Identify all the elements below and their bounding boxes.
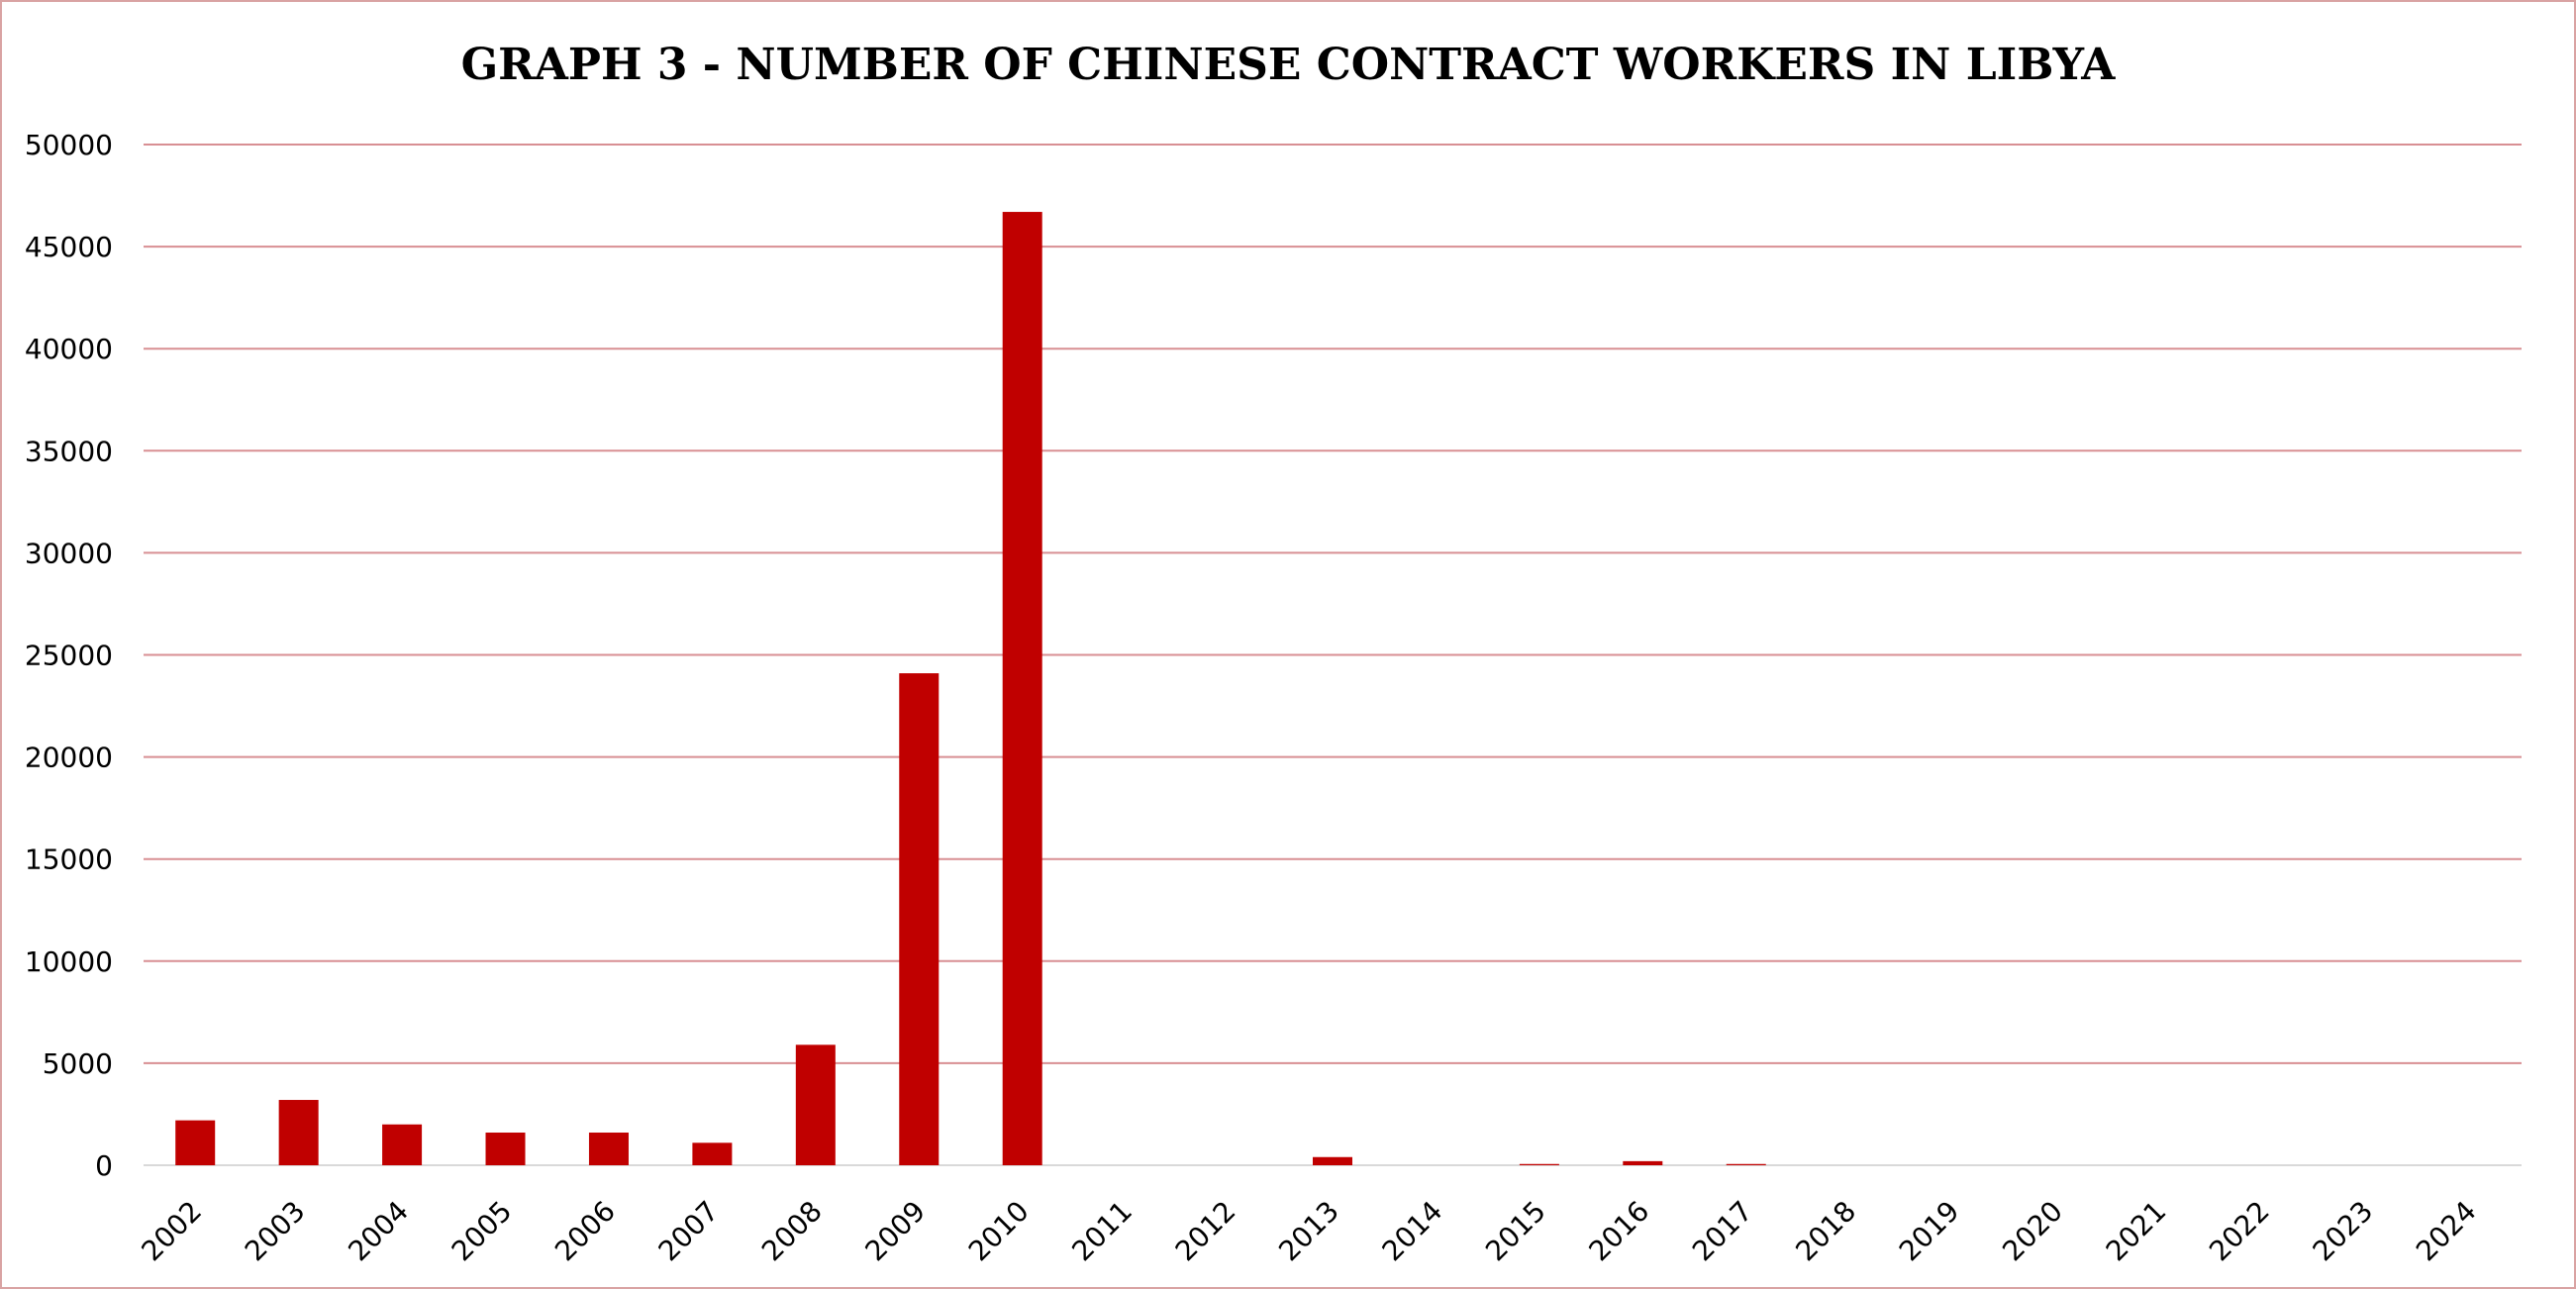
x-tick-label: 2008 [755, 1195, 829, 1268]
x-tick-label: 2024 [2410, 1195, 2483, 1268]
x-tick-label: 2023 [2307, 1195, 2380, 1268]
bar-2004 [382, 1124, 423, 1165]
x-tick-label: 2016 [1583, 1195, 1656, 1268]
x-tick-label: 2018 [1789, 1195, 1862, 1268]
y-tick-label: 25000 [25, 640, 113, 672]
y-tick-label: 5000 [43, 1047, 113, 1080]
x-tick-label: 2013 [1272, 1195, 1345, 1268]
bar-2006 [588, 1133, 629, 1165]
bar-2005 [485, 1133, 526, 1165]
bar-2016 [1623, 1160, 1663, 1165]
x-tick-label: 2007 [652, 1195, 726, 1268]
bar-2003 [278, 1100, 319, 1165]
x-tick-label: 2014 [1376, 1195, 1449, 1268]
x-tick-label: 2015 [1479, 1195, 1552, 1268]
y-axis: 0 5000 10000 15000 20000 25000 30000 35000 40000… [25, 129, 113, 1182]
bar-2009 [899, 673, 940, 1165]
x-tick-label: 2020 [1996, 1195, 2069, 1268]
y-tick-label: 45000 [25, 231, 113, 263]
x-tick-label: 2010 [962, 1195, 1036, 1268]
y-tick-label: 10000 [25, 945, 113, 978]
gridlines [144, 144, 2522, 1166]
bar-2010 [1002, 212, 1042, 1165]
y-tick-label: 50000 [25, 129, 113, 161]
bar-2008 [795, 1044, 836, 1165]
x-tick-label: 2004 [342, 1195, 415, 1268]
x-axis: 2002 2003 2004 2005 2006 2007 2008 2009 2010 2011… [135, 1195, 2482, 1268]
bars [175, 212, 1766, 1165]
y-tick-label: 40000 [25, 333, 113, 365]
chart-title: GRAPH 3 - NUMBER OF CHINESE CONTRACT WOR… [461, 40, 2117, 90]
bar-2015 [1519, 1163, 1559, 1165]
x-tick-label: 2011 [1065, 1195, 1139, 1268]
bar-2002 [175, 1120, 216, 1165]
x-tick-label: 2006 [548, 1195, 622, 1268]
x-tick-label: 2003 [239, 1195, 312, 1268]
y-tick-label: 0 [95, 1149, 113, 1182]
bar-2007 [692, 1142, 733, 1165]
bar-2013 [1313, 1156, 1352, 1165]
x-tick-label: 2009 [858, 1195, 932, 1268]
x-tick-label: 2021 [2100, 1195, 2173, 1268]
y-tick-label: 20000 [25, 742, 113, 774]
y-tick-label: 30000 [25, 537, 113, 569]
x-tick-label: 2022 [2203, 1195, 2276, 1268]
x-tick-label: 2012 [1169, 1195, 1242, 1268]
x-tick-label: 2017 [1686, 1195, 1759, 1268]
x-tick-label: 2005 [446, 1195, 519, 1268]
y-tick-label: 15000 [25, 843, 113, 876]
bar-2017 [1726, 1163, 1766, 1165]
y-tick-label: 35000 [25, 435, 113, 467]
x-tick-label: 2019 [1893, 1195, 1966, 1268]
x-tick-label: 2002 [135, 1195, 208, 1268]
